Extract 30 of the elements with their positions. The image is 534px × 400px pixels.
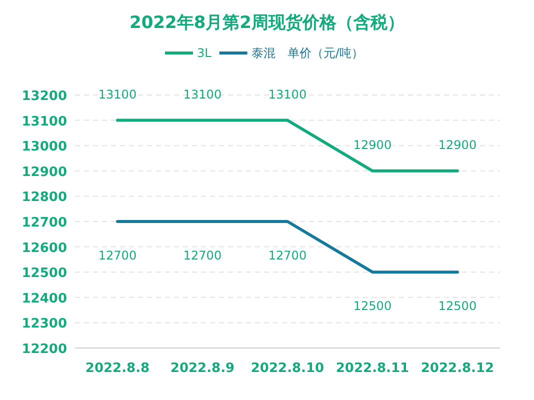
x-tick-label: 2022.8.12: [420, 361, 494, 376]
y-tick-label: 12200: [22, 342, 67, 357]
legend-label: 泰混: [251, 46, 276, 60]
data-label: 12500: [438, 299, 477, 314]
data-label: 13100: [183, 87, 222, 102]
chart-title: 2022年8月第2周现货价格（含税）: [130, 13, 404, 33]
y-tick-label: 12800: [22, 190, 67, 206]
x-tick-label: 2022.8.9: [170, 361, 235, 376]
y-tick-label: 13100: [22, 114, 67, 130]
y-axis-title: 单价（元/吨）: [287, 46, 364, 60]
y-tick-label: 12300: [22, 316, 67, 332]
y-tick-label: 13200: [22, 89, 67, 104]
x-tick-label: 2022.8.11: [336, 361, 410, 376]
y-tick-label: 12600: [22, 240, 67, 256]
legend-label: 3L: [197, 46, 212, 60]
x-tick-label: 2022.8.10: [250, 361, 324, 376]
y-tick-label: 12400: [22, 291, 67, 306]
y-tick-label: 13000: [22, 140, 67, 155]
data-label: 12700: [268, 248, 307, 262]
y-tick-label: 12500: [22, 266, 67, 282]
y-tick-label: 12700: [22, 216, 67, 230]
data-label: 12500: [353, 299, 392, 314]
data-label: 13100: [268, 87, 307, 102]
data-label: 12700: [98, 248, 137, 262]
data-label: 12900: [438, 138, 477, 152]
y-tick-label: 12900: [22, 164, 67, 180]
data-label: 12900: [353, 138, 392, 152]
data-label: 12700: [183, 248, 222, 262]
data-label: 13100: [98, 87, 137, 102]
x-tick-label: 2022.8.8: [85, 361, 150, 376]
